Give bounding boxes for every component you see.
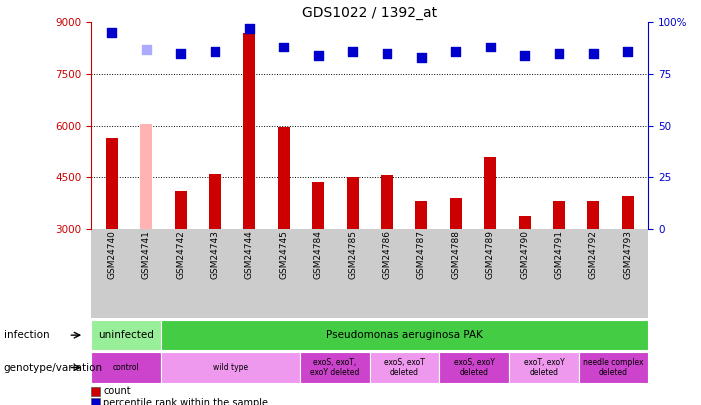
Point	[244, 25, 255, 32]
Bar	[484, 156, 496, 229]
Bar	[346, 177, 359, 229]
Bar	[370, 352, 440, 383]
Point	[313, 52, 324, 59]
Text: infection: infection	[4, 330, 49, 340]
Point	[210, 48, 221, 54]
Bar	[243, 32, 255, 229]
Bar	[175, 191, 186, 229]
Point	[587, 50, 599, 56]
Point	[141, 46, 152, 52]
Text: uninfected: uninfected	[98, 330, 154, 340]
Text: exoT, exoY
deleted: exoT, exoY deleted	[524, 358, 564, 377]
Bar	[519, 216, 531, 229]
Bar	[416, 201, 428, 229]
Point	[106, 29, 117, 36]
Bar	[509, 352, 579, 383]
Point	[347, 48, 358, 54]
Point	[278, 44, 290, 50]
Bar	[209, 174, 221, 229]
Point	[553, 50, 564, 56]
Bar	[622, 196, 634, 229]
Text: Pseudomonas aeruginosa PAK: Pseudomonas aeruginosa PAK	[326, 330, 483, 340]
Text: count: count	[103, 386, 130, 396]
Bar	[579, 352, 648, 383]
Title: GDS1022 / 1392_at: GDS1022 / 1392_at	[302, 6, 437, 20]
Bar	[381, 175, 393, 229]
Bar	[91, 352, 161, 383]
Bar	[106, 138, 118, 229]
Bar	[91, 320, 161, 350]
Point	[622, 48, 634, 54]
Text: control: control	[113, 363, 139, 372]
Point	[175, 50, 186, 56]
Bar	[161, 352, 300, 383]
Text: exoS, exoY
deleted: exoS, exoY deleted	[454, 358, 495, 377]
Point	[416, 54, 427, 61]
Bar	[278, 127, 290, 229]
Bar	[161, 320, 648, 350]
Text: wild type: wild type	[213, 363, 248, 372]
Bar	[440, 352, 509, 383]
Bar	[587, 200, 599, 229]
Text: percentile rank within the sample: percentile rank within the sample	[103, 398, 268, 405]
Point	[381, 50, 393, 56]
Point	[450, 48, 461, 54]
Bar	[553, 200, 565, 229]
Bar	[300, 352, 370, 383]
Point	[519, 52, 530, 59]
Bar	[312, 182, 324, 229]
Text: exoS, exoT
deleted: exoS, exoT deleted	[384, 358, 425, 377]
Text: exoS, exoT,
exoY deleted: exoS, exoT, exoY deleted	[311, 358, 360, 377]
Text: needle complex
deleted: needle complex deleted	[583, 358, 644, 377]
Text: genotype/variation: genotype/variation	[4, 362, 102, 373]
Bar	[450, 198, 462, 229]
Bar	[140, 124, 152, 229]
Point	[484, 44, 496, 50]
